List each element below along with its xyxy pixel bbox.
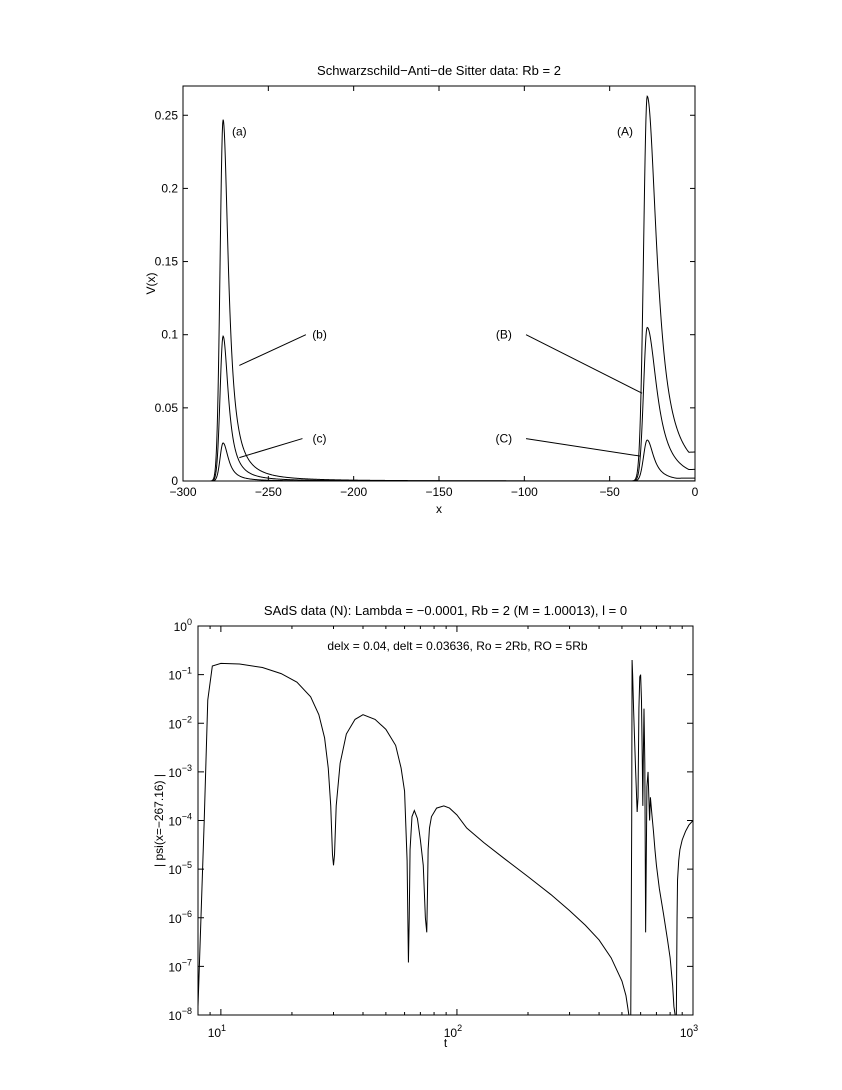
- x-tick-label-exp: 1: [221, 1023, 226, 1033]
- x-tick-label-exp: 3: [693, 1023, 698, 1033]
- y-tick-label-base: 10: [168, 912, 182, 926]
- y-tick-label-base: 10: [168, 766, 182, 780]
- annotation-leader: [239, 438, 303, 459]
- series-line: [183, 95, 696, 482]
- y-tick-label-base: 10: [168, 863, 182, 877]
- x-tick-label: −100: [511, 485, 538, 499]
- y-tick-label-exp: −8: [182, 1006, 192, 1016]
- annotation-leader: [525, 334, 643, 394]
- chart-title: SAdS data (N): Lambda = −0.0001, Rb = 2 …: [264, 603, 627, 618]
- x-tick-label-base: 10: [444, 1026, 458, 1040]
- annotation-leader: [525, 438, 641, 457]
- x-tick-label: −150: [425, 485, 452, 499]
- y-tick-label-base: 10: [168, 815, 182, 829]
- x-tick-label: 101: [208, 1023, 226, 1040]
- y-tick-label: 10−5: [168, 860, 192, 877]
- series-line: [183, 326, 695, 482]
- annotation-label: (a): [232, 124, 247, 138]
- y-tick-label-base: 10: [168, 669, 182, 683]
- annotation-label: (b): [312, 328, 327, 342]
- y-tick-label: 10−8: [168, 1006, 192, 1023]
- x-axis-label: t: [444, 1036, 448, 1050]
- x-tick-label: −50: [599, 485, 620, 499]
- y-tick-label-exp: −1: [182, 666, 192, 676]
- y-tick-label-exp: −7: [182, 957, 192, 967]
- y-tick-label: 0.2: [161, 181, 178, 195]
- y-tick-label: 0.25: [155, 108, 179, 122]
- series-line: [183, 119, 695, 482]
- x-tick-label: −250: [255, 485, 282, 499]
- chart-subtitle: delx = 0.04, delt = 0.03636, Ro = 2Rb, R…: [327, 639, 587, 653]
- y-tick-label-base: 10: [174, 620, 188, 634]
- y-tick-label-exp: −2: [182, 714, 192, 724]
- y-tick-label: 0.15: [155, 255, 179, 269]
- y-tick-label-base: 10: [168, 717, 182, 731]
- plot-frame: [182, 85, 696, 482]
- y-tick-label: 0: [171, 474, 178, 488]
- x-tick-label: −300: [169, 485, 196, 499]
- x-tick-label: 103: [680, 1023, 698, 1040]
- y-tick-label: 0.1: [161, 328, 178, 342]
- chart-title: Schwarzschild−Anti−de Sitter data: Rb = …: [317, 63, 561, 78]
- y-tick-label: 100: [174, 617, 192, 634]
- annotation-label: (A): [617, 124, 633, 138]
- chart-potential: Schwarzschild−Anti−de Sitter data: Rb = …: [144, 63, 699, 516]
- annotation-leader: [239, 334, 307, 366]
- y-tick-label-exp: −3: [182, 763, 192, 773]
- y-tick-label-exp: −6: [182, 909, 192, 919]
- y-tick-label: 10−3: [168, 763, 192, 780]
- y-tick-label-base: 10: [168, 960, 182, 974]
- y-axis-label: | psi(x=−267.16) |: [152, 774, 166, 867]
- x-tick-label-base: 10: [208, 1026, 222, 1040]
- y-tick-label-base: 10: [168, 1009, 182, 1023]
- series-line: [183, 334, 695, 482]
- series-line: [183, 442, 695, 482]
- x-tick-label: 0: [692, 485, 699, 499]
- annotation-label: (B): [496, 328, 512, 342]
- y-tick-label: 10−2: [168, 714, 192, 731]
- annotation-label: (C): [496, 432, 513, 446]
- y-tick-label-exp: −5: [182, 860, 192, 870]
- x-axis-label: x: [436, 502, 442, 516]
- x-tick-label: −200: [340, 485, 367, 499]
- series-line: [197, 659, 694, 1016]
- annotation-label: (c): [313, 432, 327, 446]
- y-tick-label: 10−7: [168, 957, 192, 974]
- series-line: [183, 439, 695, 482]
- x-tick-label-base: 10: [680, 1026, 694, 1040]
- y-tick-label-exp: −4: [182, 812, 192, 822]
- plot-frame: [197, 625, 694, 1016]
- x-tick-label-exp: 2: [457, 1023, 462, 1033]
- y-tick-label: 10−1: [168, 666, 192, 683]
- y-axis-label: V(x): [144, 273, 158, 295]
- y-tick-label: 10−6: [168, 909, 192, 926]
- y-tick-label: 0.05: [155, 401, 179, 415]
- y-tick-label: 10−4: [168, 812, 192, 829]
- x-tick-label: 102: [444, 1023, 462, 1040]
- chart-psi: SAdS data (N): Lambda = −0.0001, Rb = 2 …: [152, 603, 698, 1050]
- y-tick-label-exp: 0: [187, 617, 192, 627]
